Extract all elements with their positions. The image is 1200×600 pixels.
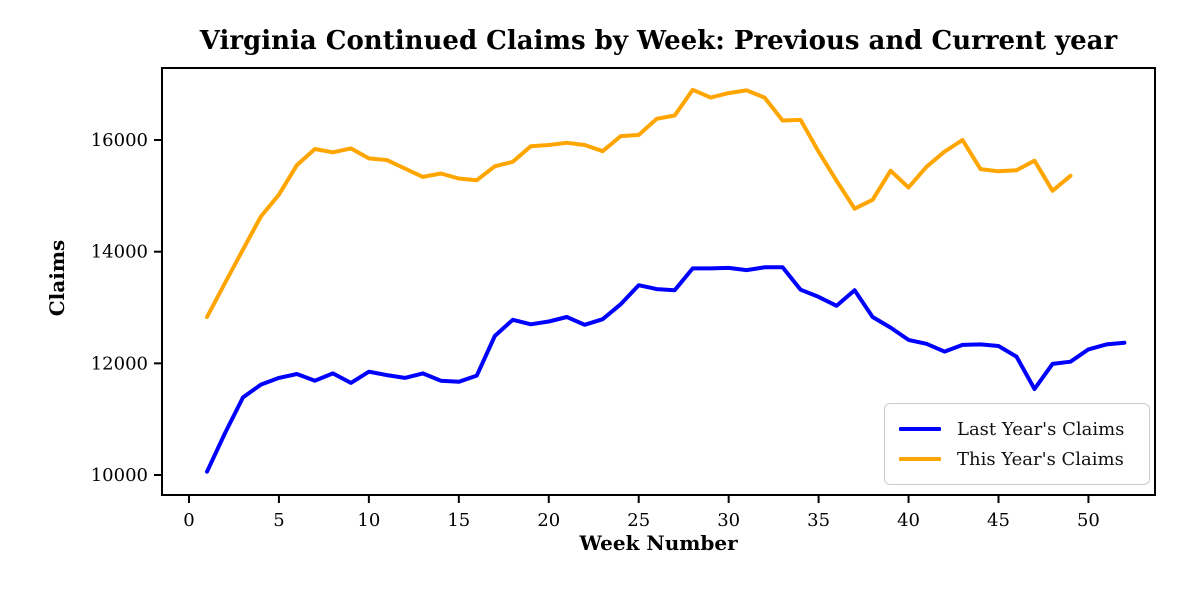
y-tick-label: 10000 — [91, 465, 148, 486]
x-tick-label: 35 — [807, 510, 830, 531]
x-axis-label: Week Number — [579, 531, 738, 555]
legend: Last Year's Claims This Year's Claims — [884, 403, 1150, 485]
x-tick-label: 5 — [273, 510, 284, 531]
legend-entry-last-year: Last Year's Claims — [899, 419, 1137, 440]
y-axis-label: Claims — [45, 239, 69, 317]
y-tick-label: 14000 — [91, 242, 148, 263]
plot-border — [161, 67, 1156, 496]
legend-entry-this-year: This Year's Claims — [899, 449, 1137, 470]
x-tick-label: 10 — [357, 510, 380, 531]
y-tick-label: 16000 — [91, 130, 148, 151]
legend-line-swatch-orange — [899, 457, 941, 461]
x-tick-label: 0 — [183, 510, 194, 531]
x-tick-label: 45 — [987, 510, 1010, 531]
x-tick-label: 25 — [627, 510, 650, 531]
x-tick-label: 30 — [717, 510, 740, 531]
series-line-this-year — [205, 87, 1073, 319]
x-tick-label: 40 — [897, 510, 920, 531]
x-tick-label: 20 — [537, 510, 560, 531]
chart-title: Virginia Continued Claims by Week: Previ… — [199, 26, 1118, 56]
x-tick-label: 50 — [1077, 510, 1100, 531]
legend-line-swatch-blue — [899, 427, 941, 431]
x-tick-label: 15 — [447, 510, 470, 531]
y-tick-label: 12000 — [91, 353, 148, 374]
series-line-last-year — [205, 265, 1127, 474]
legend-label: Last Year's Claims — [957, 418, 1125, 440]
legend-label: This Year's Claims — [957, 448, 1124, 470]
